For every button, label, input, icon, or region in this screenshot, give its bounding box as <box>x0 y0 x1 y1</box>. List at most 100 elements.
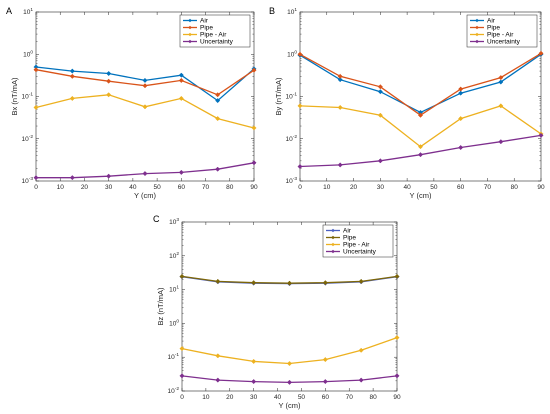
series-pipe <box>297 50 544 118</box>
x-tick-label: 30 <box>250 394 258 401</box>
x-tick-label: 90 <box>250 184 258 191</box>
legend-entry: Uncertainty <box>200 39 234 46</box>
x-tick-label: 50 <box>298 394 306 401</box>
data-point <box>498 103 504 109</box>
data-point <box>377 158 383 164</box>
y-tick-label: 10-2 <box>168 386 180 395</box>
data-point <box>297 51 303 57</box>
x-tick-label: 80 <box>511 184 519 191</box>
data-point <box>106 92 112 98</box>
data-point <box>178 72 184 78</box>
data-point <box>33 175 39 181</box>
data-point <box>297 163 303 170</box>
series-uncertainty <box>179 373 400 385</box>
data-point <box>337 77 343 83</box>
x-tick-label: 40 <box>129 184 137 191</box>
legend-marker <box>331 249 335 254</box>
data-point <box>297 103 303 109</box>
data-point <box>251 379 257 385</box>
x-tick-label: 20 <box>226 394 234 401</box>
data-point <box>215 353 221 359</box>
data-point <box>538 132 544 138</box>
data-point <box>215 278 221 284</box>
x-tick-label: 30 <box>105 184 113 191</box>
data-point <box>215 98 221 104</box>
x-tick-label: 50 <box>153 184 161 191</box>
data-point <box>417 112 424 118</box>
x-tick-label: 40 <box>274 394 282 401</box>
legend-entry: Pipe <box>200 25 213 32</box>
x-tick-label: 20 <box>81 184 89 191</box>
x-tick-label: 90 <box>537 184 545 191</box>
data-point <box>142 104 148 110</box>
series-pipe <box>179 273 400 286</box>
legend-marker <box>331 242 335 247</box>
legend-entry: Uncertainty <box>343 249 377 256</box>
data-point <box>106 173 112 179</box>
legend-marker <box>188 25 192 30</box>
data-point <box>215 166 221 172</box>
legend-entry: Air <box>200 18 209 25</box>
y-tick-label: 100 <box>287 49 297 58</box>
legend-entry: Pipe <box>487 25 500 32</box>
x-axis-label: Y (cm) <box>134 191 156 200</box>
y-axis-label: Bx (nT/mA) <box>10 77 19 115</box>
x-tick-label: 70 <box>346 394 354 401</box>
x-axis-label: Y (cm) <box>279 401 301 410</box>
y-tick-label: 100 <box>169 318 179 327</box>
data-point <box>142 83 148 89</box>
panel-c: C 10-2 10-1 100 101 102 103 0 10 20 30 40 50 60 70 80 90… <box>153 214 401 410</box>
x-tick-label: 30 <box>377 184 385 191</box>
y-tick-label: 10-1 <box>168 352 180 361</box>
y-tick-label: 10-1 <box>22 92 34 101</box>
data-point <box>458 90 464 96</box>
data-point <box>498 75 504 81</box>
series-pipe-air <box>33 92 257 131</box>
y-tick-label: 103 <box>169 217 179 226</box>
data-point <box>286 360 293 367</box>
y-tick-label: 10-1 <box>286 92 298 101</box>
y-axis-label: By (nT/mA) <box>274 77 283 115</box>
x-tick-label: 80 <box>369 394 377 401</box>
x-tick-label: 60 <box>322 394 330 401</box>
y-tick-label: 101 <box>169 285 179 294</box>
data-point <box>179 273 185 279</box>
x-tick-label: 0 <box>34 184 38 191</box>
legend-marker <box>331 235 335 240</box>
panel-label: C <box>153 214 160 224</box>
data-point <box>394 373 400 379</box>
legend-marker <box>188 32 192 37</box>
data-point <box>33 67 39 73</box>
legend-entry: Pipe - Air <box>487 32 514 39</box>
data-point <box>179 346 185 352</box>
data-point <box>417 144 424 150</box>
data-point <box>322 357 328 363</box>
legend-marker <box>475 32 479 37</box>
x-tick-label: 50 <box>430 184 438 191</box>
data-point <box>251 125 257 131</box>
data-point <box>33 104 39 111</box>
legend-entry: Pipe - Air <box>200 32 227 39</box>
data-point <box>251 67 257 73</box>
legend-entry: Pipe <box>343 235 356 242</box>
y-tick-label: 101 <box>23 7 33 16</box>
data-point <box>215 377 221 383</box>
x-tick-label: 80 <box>226 184 234 191</box>
y-tick-label: 102 <box>169 251 179 260</box>
x-tick-label: 60 <box>178 184 186 191</box>
y-tick-label: 101 <box>287 7 297 16</box>
data-point <box>106 70 112 77</box>
data-point <box>69 68 75 74</box>
data-point <box>215 116 221 122</box>
data-point <box>179 373 185 379</box>
x-tick-label: 10 <box>323 184 331 191</box>
data-point <box>286 280 293 286</box>
series-uncertainty <box>297 132 544 170</box>
y-tick-label: 10-3 <box>22 176 34 185</box>
y-axis-label: Bz (nT/mA) <box>156 287 165 325</box>
